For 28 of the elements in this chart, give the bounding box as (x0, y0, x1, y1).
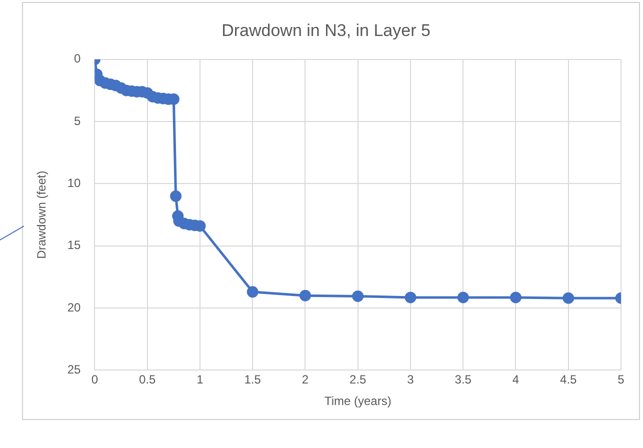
x-tick-label: 1.5 (244, 372, 262, 387)
point (562, 292, 574, 304)
point (404, 292, 416, 304)
y-tick-label: 0 (74, 52, 82, 66)
x-tick-label: 4 (512, 372, 520, 387)
y-tick-label: 25 (67, 362, 82, 377)
x-tick-label: 3 (407, 372, 414, 387)
y-tick-label: 15 (67, 238, 82, 252)
point (352, 290, 364, 302)
y-tick-label: 5 (74, 114, 82, 128)
x-tick-label: 0.5 (139, 372, 156, 387)
point (300, 290, 311, 302)
point (510, 292, 522, 304)
x-tick-label: 1 (196, 372, 204, 387)
x-tick-label: 3.5 (454, 372, 472, 387)
x-tick-label: 2 (302, 372, 309, 387)
x-tick-label: 0 (91, 372, 98, 387)
point (246, 286, 258, 298)
y-axis-title: Drawdown (feet) (34, 170, 49, 259)
y-tick-label: 20 (67, 300, 82, 314)
x-tick-label: 2.5 (350, 372, 367, 387)
x-tick-label: 4.5 (560, 372, 578, 387)
chart-title: Drawdown in N3, in Layer 5 (222, 20, 430, 40)
point (170, 190, 182, 202)
x-tick-label: 5 (618, 372, 625, 387)
point (457, 292, 469, 304)
x-axis-title: Time (years) (324, 394, 392, 408)
y-tick-label: 10 (67, 176, 82, 190)
